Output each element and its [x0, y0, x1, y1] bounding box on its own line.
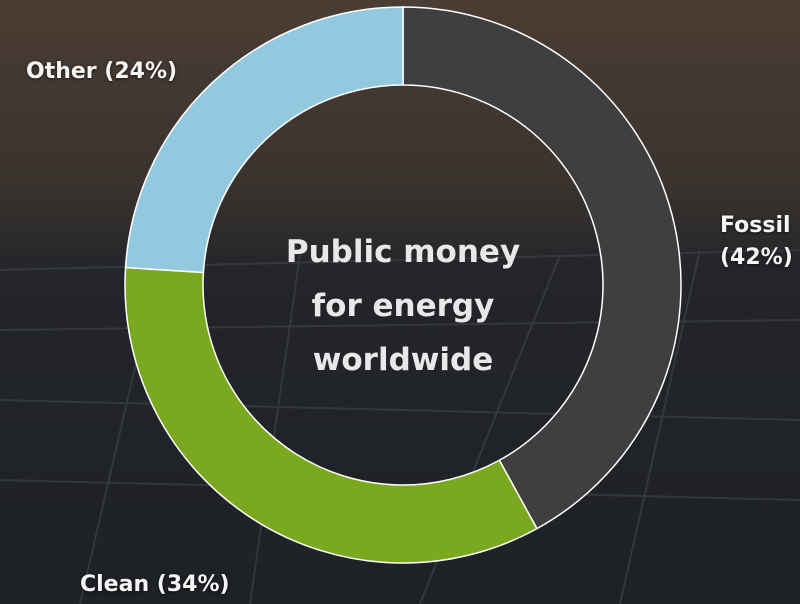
donut-segment [124, 266, 538, 564]
chart-title: Public money for energy worldwide [285, 234, 521, 378]
segment-label: Fossil (42%) [720, 213, 793, 270]
segment-label: Other (24%) [26, 59, 178, 84]
donut-segment [124, 6, 404, 274]
segment-label: Clean (34%) [80, 572, 230, 597]
donut-segment [402, 6, 682, 530]
